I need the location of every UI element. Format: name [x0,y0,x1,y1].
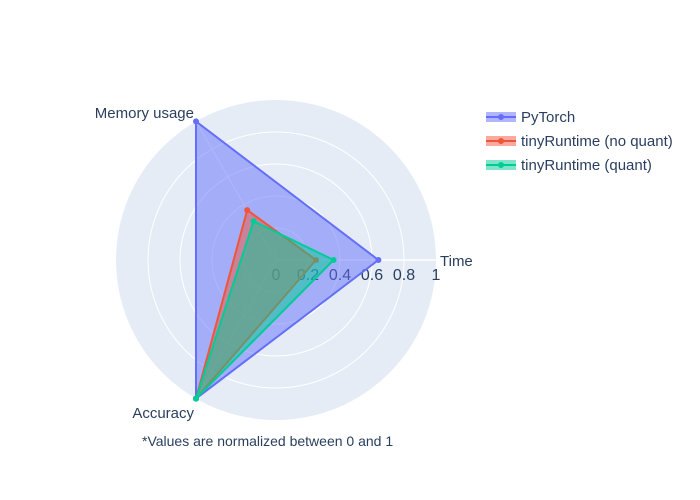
data-point[interactable] [244,207,251,214]
radial-tick-label: 0.8 [393,267,415,284]
angular-axis-label: Time [440,253,473,270]
legend-label: tinyRuntime (quant) [521,157,652,174]
data-point[interactable] [193,118,199,125]
data-point[interactable] [193,395,199,402]
angular-axis-label: Memory usage [95,105,194,122]
radial-tick-label: 1 [432,267,441,284]
legend-label: tinyRuntime (no quant) [521,133,673,150]
legend-marker [498,114,504,120]
radial-tick-label: 0.6 [361,267,383,284]
data-point[interactable] [250,218,257,225]
angular-axis-label: Accuracy [132,405,194,422]
legend-label: PyTorch [521,109,575,126]
legend-item[interactable]: tinyRuntime (quant) [486,157,652,174]
legend-marker [498,138,504,144]
series-layer [193,118,382,402]
normalization-note: *Values are normalized between 0 and 1 [142,433,393,449]
data-point[interactable] [375,257,382,263]
series-3 [193,218,337,402]
legend-item[interactable]: PyTorch [486,109,575,126]
series-area [195,220,335,400]
legend-marker [498,162,504,168]
legend[interactable]: PyTorch tinyRuntime (no quant) tinyRuntime… [486,109,673,174]
data-point[interactable] [330,257,337,263]
legend-item[interactable]: tinyRuntime (no quant) [486,133,673,150]
angular-axis-labels: Time Memory usage Accuracy [95,105,473,422]
